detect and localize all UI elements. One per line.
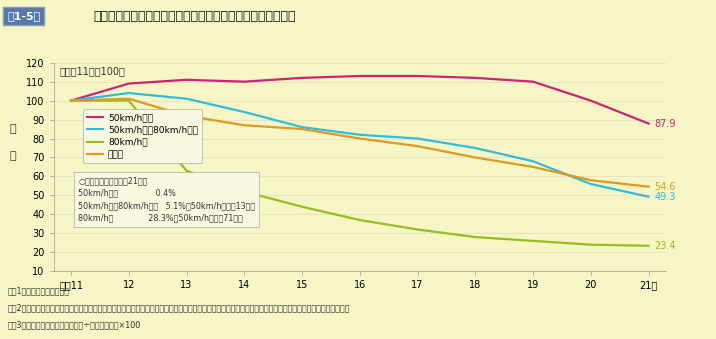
Text: 2　危険認知速度とは、自動車又は原付運転者が、相手方車両、人、駐車車両又は物件等（防護さく、電柱等）を認め、危険を認知した時点の速度をいう。: 2 危険認知速度とは、自動車又は原付運転者が、相手方車両、人、駐車車両又は物件等…	[7, 303, 349, 313]
Text: 注　1　警察庁資料による。: 注 1 警察庁資料による。	[7, 286, 69, 296]
Text: 3　死亡事故率＝死亡事故件数÷交通事故件数×100: 3 死亡事故率＝死亡事故件数÷交通事故件数×100	[7, 320, 140, 330]
Legend: 50km/h以下, 50km/h超～80km/h以下, 80km/h超, 死者数: 50km/h以下, 50km/h超～80km/h以下, 80km/h超, 死者数	[83, 109, 203, 163]
Text: 第1-5図: 第1-5図	[7, 11, 40, 21]
Text: 54.6: 54.6	[654, 182, 676, 192]
Text: （平成11年＝100）: （平成11年＝100）	[60, 66, 126, 76]
Text: 87.9: 87.9	[654, 119, 676, 128]
Text: ○死亡事故率の違い（21年）
50km/h以下               0.4%
50km/h超～80km/h以下   5.1%（50km/h以下の13倍）: ○死亡事故率の違い（21年） 50km/h以下 0.4% 50km/h超～80k…	[78, 176, 256, 223]
Text: 23.4: 23.4	[654, 241, 676, 251]
Text: 数: 数	[9, 151, 16, 161]
Text: 指: 指	[9, 124, 16, 134]
Text: 危険認知速度別交通事故件数（一般道路）及び死者数の推移: 危険認知速度別交通事故件数（一般道路）及び死者数の推移	[93, 9, 296, 23]
Text: 49.3: 49.3	[654, 192, 675, 202]
